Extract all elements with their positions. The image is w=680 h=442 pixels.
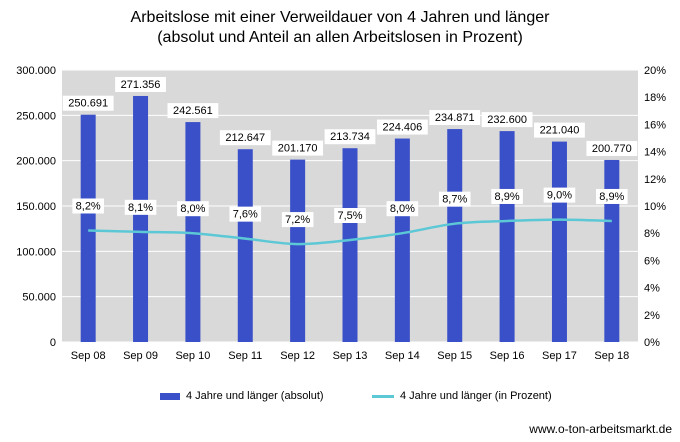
y-left-tick-label: 150.000 (16, 201, 56, 213)
y-right-tick-label: 16% (644, 119, 666, 131)
bar (237, 149, 253, 342)
y-right-tick-label: 8% (644, 228, 660, 240)
percent-label-box (124, 199, 157, 215)
y-left-tick-label: 250.000 (16, 110, 56, 122)
percent-data-label: 8,0% (390, 203, 415, 215)
bar-label-box (586, 140, 638, 156)
x-tick-label: Sep 08 (71, 350, 106, 362)
y-left-tick-label: 50.000 (22, 292, 56, 304)
legend-label-percent: 4 Jahre und länger (in Prozent) (400, 390, 552, 402)
y-right-tick-label: 4% (644, 283, 660, 295)
bar-data-label: 271.356 (121, 79, 161, 91)
bar (447, 129, 463, 342)
bar (133, 95, 149, 343)
y-right-tick-label: 14% (644, 147, 666, 159)
x-tick-label: Sep 14 (385, 350, 420, 362)
chart-title-line2: (absolut und Anteil an allen Arbeitslose… (157, 29, 523, 46)
percent-data-label: 8,1% (128, 202, 153, 214)
bar (342, 148, 358, 342)
bar-label-box (167, 103, 219, 119)
legend-item-absolute: 4 Jahre und länger (absolut) (160, 390, 324, 402)
x-tick-label: Sep 13 (333, 350, 368, 362)
percent-data-label: 9,0% (547, 190, 572, 202)
bar-data-label: 212.647 (225, 132, 265, 144)
percent-data-label: 7,6% (233, 209, 258, 221)
legend-swatch-bar (160, 392, 180, 400)
bar-data-label: 221.040 (540, 125, 580, 137)
bar-data-label: 224.406 (382, 122, 422, 134)
chart-title: Arbeitslose mit einer Verweildauer von 4… (0, 8, 680, 48)
bar (499, 131, 515, 342)
x-tick-label: Sep 16 (490, 350, 525, 362)
y-right-tick-label: 10% (644, 201, 666, 213)
bar (290, 159, 306, 342)
bar (394, 138, 410, 342)
bar-label-box (62, 95, 114, 111)
legend-item-percent: 4 Jahre und länger (in Prozent) (372, 390, 552, 402)
bar-label-box (376, 119, 428, 135)
percent-data-label: 8,7% (442, 194, 467, 206)
y-right-tick-label: 20% (644, 65, 666, 77)
bar-data-label: 250.691 (68, 98, 108, 110)
percent-label-box (491, 188, 523, 204)
bar-label-box (272, 140, 324, 156)
y-right-tick-label: 6% (644, 255, 660, 267)
bar-data-label: 232.600 (487, 114, 527, 126)
bar-label-box (219, 130, 271, 146)
bar-label-box (534, 122, 585, 138)
percent-label-box (386, 201, 419, 217)
percent-label-box (229, 206, 262, 222)
x-tick-label: Sep 09 (123, 350, 158, 362)
bar-label-box (429, 110, 481, 126)
percent-data-label: 8,0% (180, 203, 205, 215)
y-left-tick-label: 100.000 (16, 246, 56, 258)
y-right-tick-label: 2% (644, 310, 660, 322)
bar (80, 114, 96, 343)
percent-data-label: 8,2% (76, 200, 101, 212)
bar (604, 159, 620, 342)
bar-data-label: 234.871 (435, 112, 475, 124)
bar-data-label: 213.734 (330, 131, 370, 143)
bar-data-label: 200.770 (592, 143, 632, 155)
chart-title-line1: Arbeitslose mit einer Verweildauer von 4… (130, 9, 550, 26)
percent-data-label: 7,2% (285, 214, 310, 226)
y-right-tick-label: 0% (644, 337, 660, 349)
bar-data-label: 242.561 (173, 105, 213, 117)
percent-label-box (334, 208, 366, 223)
percent-label-box (281, 212, 314, 228)
percent-label-box (438, 191, 471, 207)
bar (551, 141, 567, 342)
x-tick-label: Sep 10 (175, 350, 210, 362)
percent-data-label: 7,5% (337, 210, 362, 222)
percent-label-box (543, 187, 576, 203)
x-tick-label: Sep 12 (280, 350, 315, 362)
footer-url: www.o-ton-arbeitsmarkt.de (529, 422, 672, 436)
bar-data-label: 201.170 (278, 143, 318, 155)
bar-label-box (324, 129, 376, 145)
y-left-tick-label: 300.000 (16, 65, 56, 77)
percent-label-box (72, 198, 104, 214)
legend-label-absolute: 4 Jahre und länger (absolut) (186, 390, 324, 402)
percent-data-label: 8,9% (495, 191, 520, 203)
percent-label-box (177, 201, 209, 217)
percent-data-label: 8,9% (599, 191, 624, 203)
y-left-tick-label: 200.000 (16, 156, 56, 168)
x-tick-label: Sep 11 (228, 350, 262, 362)
x-tick-label: Sep 17 (542, 350, 577, 362)
y-right-tick-label: 12% (644, 174, 666, 186)
y-left-tick-label: 0 (50, 337, 56, 349)
legend-swatch-line (372, 394, 394, 398)
percent-line (88, 218, 612, 246)
y-right-tick-label: 18% (644, 92, 666, 104)
bar-label-box (115, 76, 166, 92)
x-tick-label: Sep 18 (594, 350, 629, 362)
x-tick-label: Sep 15 (437, 350, 472, 362)
bar-label-box (481, 112, 533, 128)
percent-label-box (596, 188, 628, 204)
